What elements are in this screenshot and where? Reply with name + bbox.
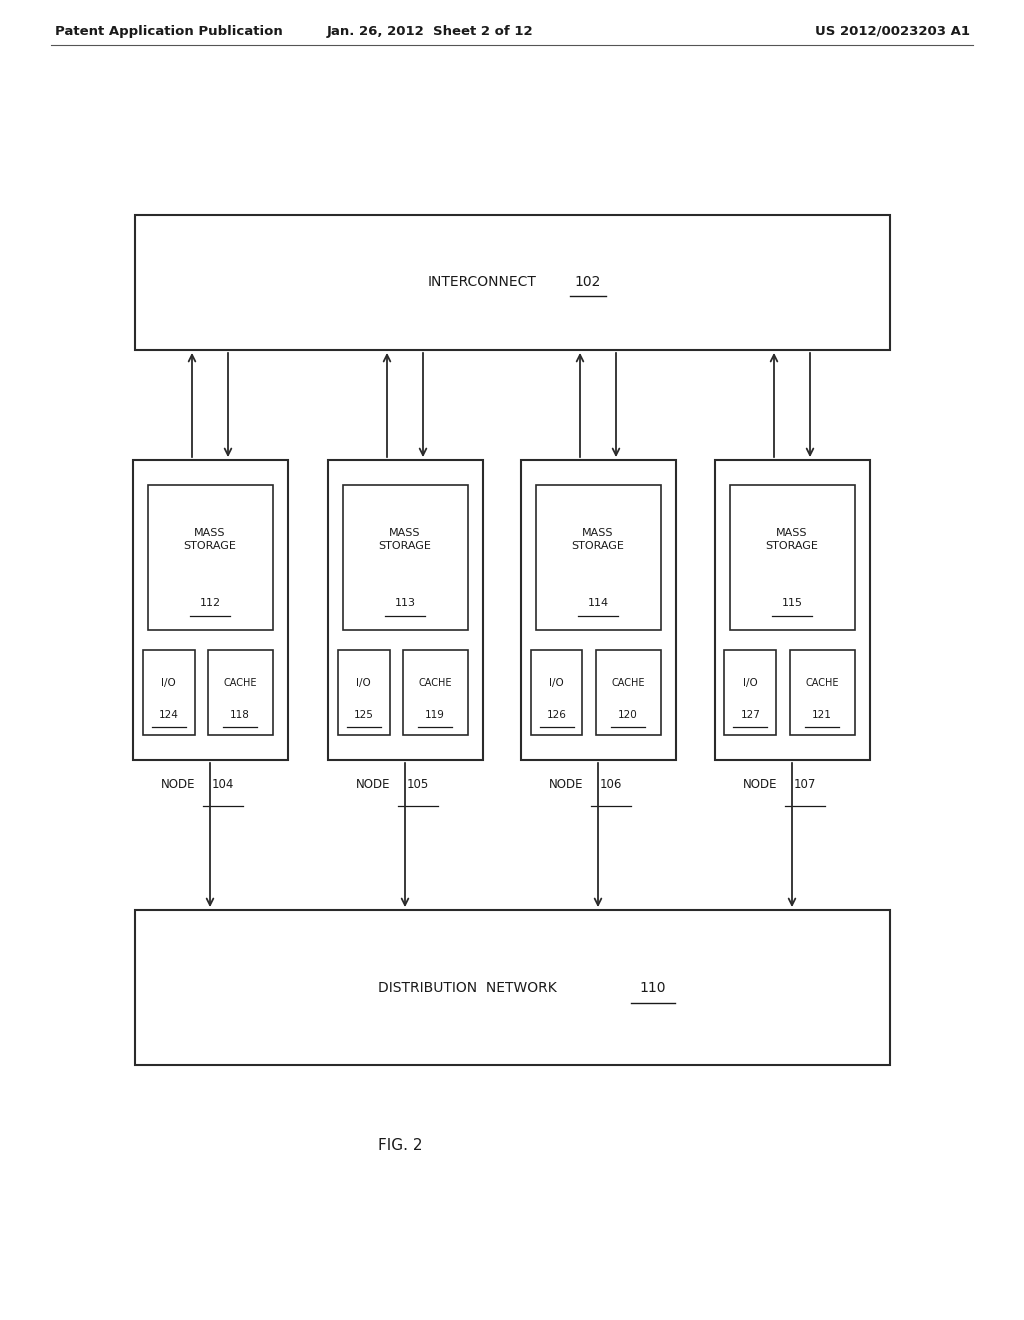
- Text: 121: 121: [812, 710, 831, 719]
- FancyBboxPatch shape: [725, 649, 776, 735]
- FancyBboxPatch shape: [596, 649, 660, 735]
- FancyBboxPatch shape: [142, 649, 195, 735]
- Text: 104: 104: [212, 777, 234, 791]
- FancyBboxPatch shape: [729, 484, 854, 630]
- FancyBboxPatch shape: [135, 215, 890, 350]
- Text: Patent Application Publication: Patent Application Publication: [55, 25, 283, 38]
- Text: NODE: NODE: [549, 777, 583, 791]
- Text: 113: 113: [394, 598, 416, 609]
- Text: 112: 112: [200, 598, 220, 609]
- Text: 105: 105: [407, 777, 429, 791]
- FancyBboxPatch shape: [328, 459, 482, 760]
- Text: 107: 107: [794, 777, 816, 791]
- Text: I/O: I/O: [549, 677, 564, 688]
- Text: 126: 126: [547, 710, 566, 719]
- Text: US 2012/0023203 A1: US 2012/0023203 A1: [815, 25, 970, 38]
- Text: CACHE: CACHE: [223, 677, 257, 688]
- Text: NODE: NODE: [161, 777, 195, 791]
- Text: I/O: I/O: [161, 677, 176, 688]
- FancyBboxPatch shape: [530, 649, 583, 735]
- Text: CACHE: CACHE: [611, 677, 645, 688]
- Text: 127: 127: [740, 710, 761, 719]
- Text: 102: 102: [574, 276, 601, 289]
- Text: MASS
STORAGE: MASS STORAGE: [571, 528, 625, 550]
- Text: MASS
STORAGE: MASS STORAGE: [766, 528, 818, 550]
- Text: I/O: I/O: [743, 677, 758, 688]
- Text: I/O: I/O: [356, 677, 371, 688]
- FancyBboxPatch shape: [342, 484, 468, 630]
- Text: 119: 119: [425, 710, 445, 719]
- FancyBboxPatch shape: [790, 649, 854, 735]
- Text: 124: 124: [159, 710, 178, 719]
- FancyBboxPatch shape: [132, 459, 288, 760]
- Text: 114: 114: [588, 598, 608, 609]
- FancyBboxPatch shape: [402, 649, 468, 735]
- Text: 106: 106: [600, 777, 623, 791]
- Text: NODE: NODE: [355, 777, 390, 791]
- Text: CACHE: CACHE: [418, 677, 452, 688]
- Text: 125: 125: [353, 710, 374, 719]
- Text: MASS
STORAGE: MASS STORAGE: [183, 528, 237, 550]
- Text: MASS
STORAGE: MASS STORAGE: [379, 528, 431, 550]
- FancyBboxPatch shape: [715, 459, 869, 760]
- FancyBboxPatch shape: [208, 649, 272, 735]
- FancyBboxPatch shape: [536, 484, 660, 630]
- FancyBboxPatch shape: [338, 649, 389, 735]
- Text: NODE: NODE: [742, 777, 777, 791]
- Text: DISTRIBUTION  NETWORK: DISTRIBUTION NETWORK: [378, 981, 557, 994]
- Text: 110: 110: [639, 981, 666, 994]
- FancyBboxPatch shape: [147, 484, 272, 630]
- Text: 118: 118: [230, 710, 250, 719]
- Text: Jan. 26, 2012  Sheet 2 of 12: Jan. 26, 2012 Sheet 2 of 12: [327, 25, 534, 38]
- FancyBboxPatch shape: [520, 459, 676, 760]
- Text: CACHE: CACHE: [805, 677, 839, 688]
- Text: INTERCONNECT: INTERCONNECT: [428, 276, 537, 289]
- FancyBboxPatch shape: [135, 909, 890, 1065]
- Text: 115: 115: [781, 598, 803, 609]
- Text: 120: 120: [618, 710, 638, 719]
- Text: FIG. 2: FIG. 2: [378, 1138, 422, 1152]
